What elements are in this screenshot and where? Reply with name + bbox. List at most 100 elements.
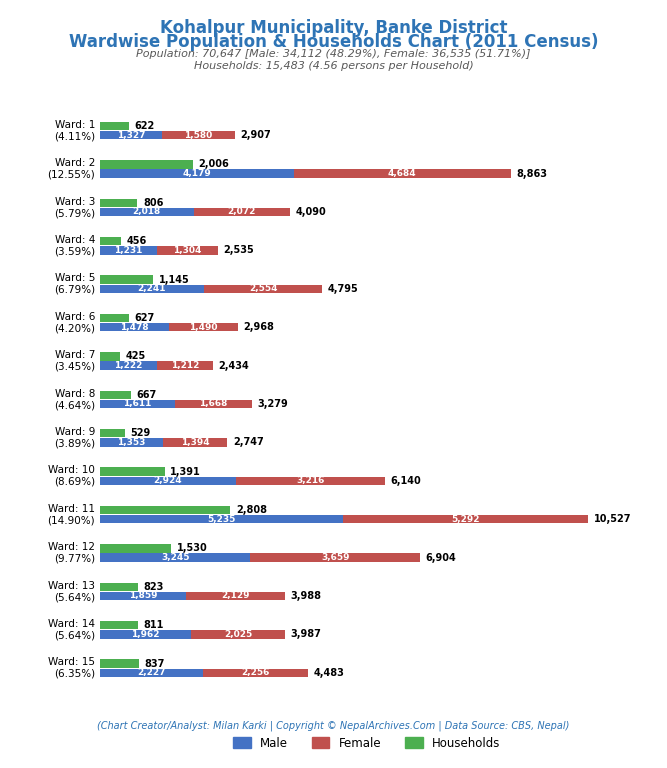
Text: Wardwise Population & Households Chart (2011 Census): Wardwise Population & Households Chart (… (69, 33, 598, 51)
Text: 1,327: 1,327 (117, 131, 145, 140)
Text: 2,129: 2,129 (221, 591, 250, 601)
Bar (251, 553, 420, 562)
Text: 2,907: 2,907 (240, 130, 271, 141)
Bar (343, 515, 588, 524)
Bar (193, 208, 289, 217)
Text: 2,072: 2,072 (227, 207, 255, 217)
Bar (163, 439, 227, 447)
Text: 2,808: 2,808 (235, 505, 267, 515)
Text: 837: 837 (145, 658, 165, 669)
Bar (100, 515, 343, 524)
Bar (100, 668, 203, 677)
Text: (Chart Creator/Analyst: Milan Karki | Copyright © NepalArchives.Com | Data Sourc: (Chart Creator/Analyst: Milan Karki | Co… (97, 720, 570, 731)
Bar (100, 630, 191, 639)
Text: 1,611: 1,611 (123, 399, 151, 409)
Text: 1,478: 1,478 (120, 323, 149, 332)
Bar (100, 391, 131, 399)
Bar (235, 477, 385, 485)
Bar (100, 553, 251, 562)
Bar (100, 237, 121, 246)
Text: 8,863: 8,863 (516, 168, 548, 179)
Text: 2,924: 2,924 (153, 476, 182, 485)
Bar (100, 285, 204, 293)
Bar (100, 659, 139, 668)
Bar (100, 477, 235, 485)
Legend: Male, Female, Households: Male, Female, Households (228, 732, 506, 754)
Text: 2,968: 2,968 (243, 322, 274, 333)
Text: 1,353: 1,353 (117, 438, 145, 447)
Bar (186, 592, 285, 601)
Text: Kohalpur Municipality, Banke District: Kohalpur Municipality, Banke District (160, 19, 507, 37)
Bar (204, 285, 322, 293)
Text: Households: 15,483 (4.56 persons per Household): Households: 15,483 (4.56 persons per Hou… (193, 61, 474, 71)
Bar (203, 668, 308, 677)
Text: 806: 806 (143, 197, 163, 208)
Bar (100, 122, 129, 131)
Bar (191, 630, 285, 639)
Bar (100, 545, 171, 553)
Bar (100, 323, 169, 332)
Text: 2,535: 2,535 (223, 245, 254, 256)
Bar (100, 131, 161, 140)
Bar (100, 506, 230, 515)
Bar (100, 429, 125, 438)
Bar (100, 353, 120, 361)
Text: 2,241: 2,241 (138, 284, 166, 293)
Bar (100, 247, 157, 255)
Bar (100, 161, 193, 169)
Text: 2,434: 2,434 (218, 360, 249, 371)
Text: 5,235: 5,235 (207, 515, 235, 524)
Bar (100, 199, 137, 207)
Text: 3,245: 3,245 (161, 553, 189, 562)
Text: 1,231: 1,231 (115, 246, 143, 255)
Bar (100, 170, 293, 178)
Text: 1,145: 1,145 (159, 274, 189, 285)
Text: 425: 425 (125, 351, 145, 362)
Text: 4,179: 4,179 (183, 169, 211, 178)
Bar (161, 131, 235, 140)
Text: 627: 627 (135, 313, 155, 323)
Text: 10,527: 10,527 (594, 514, 631, 525)
Bar (157, 247, 217, 255)
Text: 811: 811 (143, 620, 163, 631)
Bar (100, 592, 186, 601)
Bar (100, 468, 165, 476)
Text: 2,006: 2,006 (199, 159, 229, 170)
Text: 5,292: 5,292 (451, 515, 480, 524)
Text: 456: 456 (127, 236, 147, 247)
Bar (100, 208, 193, 217)
Text: 1,391: 1,391 (170, 466, 201, 477)
Text: 622: 622 (135, 121, 155, 131)
Text: 1,668: 1,668 (199, 399, 227, 409)
Text: 1,212: 1,212 (171, 361, 199, 370)
Text: 1,490: 1,490 (189, 323, 217, 332)
Text: 1,962: 1,962 (131, 630, 160, 639)
Bar (157, 362, 213, 370)
Text: 6,904: 6,904 (426, 552, 456, 563)
Text: 1,530: 1,530 (177, 543, 207, 554)
Bar (100, 362, 157, 370)
Text: 4,090: 4,090 (295, 207, 326, 217)
Text: 3,659: 3,659 (321, 553, 350, 562)
Bar (100, 276, 153, 284)
Text: 6,140: 6,140 (390, 475, 421, 486)
Bar (100, 439, 163, 447)
Text: Population: 70,647 [Male: 34,112 (48.29%), Female: 36,535 (51.71%)]: Population: 70,647 [Male: 34,112 (48.29%… (136, 49, 531, 59)
Text: 1,580: 1,580 (184, 131, 212, 140)
Bar (100, 314, 129, 323)
Text: 4,483: 4,483 (313, 667, 344, 678)
Bar (100, 621, 137, 630)
Bar (293, 170, 511, 178)
Text: 3,988: 3,988 (290, 591, 321, 601)
Bar (175, 400, 252, 409)
Text: 1,222: 1,222 (114, 361, 143, 370)
Text: 2,025: 2,025 (224, 630, 252, 639)
Text: 4,684: 4,684 (388, 169, 417, 178)
Text: 4,795: 4,795 (328, 283, 359, 294)
Text: 1,304: 1,304 (173, 246, 201, 255)
Text: 3,216: 3,216 (296, 476, 324, 485)
Text: 2,747: 2,747 (233, 437, 263, 448)
Text: 3,279: 3,279 (257, 399, 288, 409)
Text: 529: 529 (130, 428, 150, 439)
Text: 667: 667 (137, 389, 157, 400)
